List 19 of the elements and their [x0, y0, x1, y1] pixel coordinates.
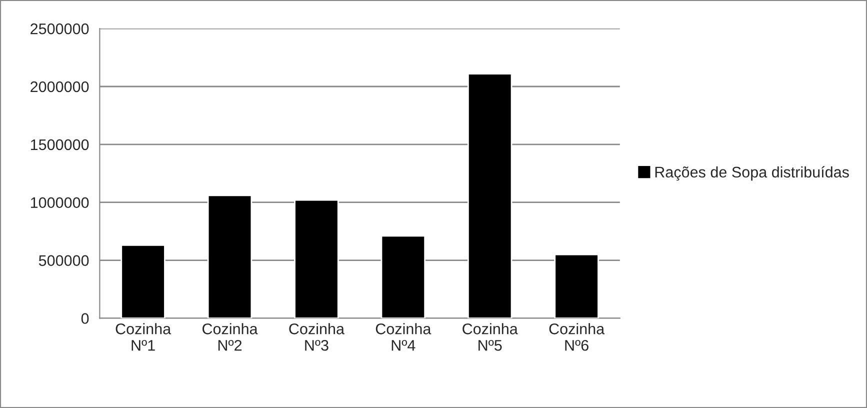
- x-tick-label: Cozinha Nº3: [289, 323, 344, 351]
- x-tick-label: Cozinha Nº5: [462, 323, 518, 351]
- y-tick-label: 1000000: [30, 197, 89, 208]
- bar: [120, 244, 166, 318]
- bar: [294, 199, 339, 318]
- bar: [554, 254, 599, 318]
- y-tick-label: 0: [81, 313, 89, 324]
- y-tick-label: 500000: [38, 255, 89, 266]
- y-tick-label: 1500000: [30, 139, 89, 150]
- bar: [207, 194, 252, 318]
- x-tick-label: Cozinha Nº4: [376, 323, 432, 351]
- bar: [467, 73, 512, 318]
- x-tick-label: Cozinha Nº6: [549, 323, 605, 351]
- bar: [380, 235, 426, 318]
- x-tick-label: Cozinha Nº2: [202, 323, 258, 351]
- legend-label: Rações de Sopa distribuídas: [655, 166, 849, 181]
- y-tick-label: 2500000: [30, 23, 89, 34]
- y-tick-label: 2000000: [30, 81, 89, 92]
- x-tick-label: Cozinha Nº1: [116, 323, 172, 351]
